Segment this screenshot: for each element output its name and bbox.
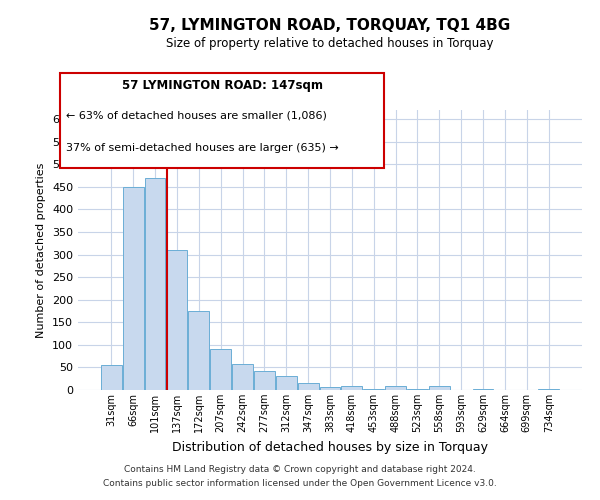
Bar	[123, 187, 143, 390]
Y-axis label: Number of detached properties: Number of detached properties	[37, 162, 46, 338]
Bar	[341, 386, 362, 390]
Text: 57 LYMINGTON ROAD: 147sqm: 57 LYMINGTON ROAD: 147sqm	[121, 78, 323, 92]
Bar	[145, 178, 166, 390]
Bar	[320, 387, 340, 390]
Text: 57, LYMINGTON ROAD, TORQUAY, TQ1 4BG: 57, LYMINGTON ROAD, TORQUAY, TQ1 4BG	[149, 18, 511, 32]
Bar	[188, 311, 209, 390]
Bar	[167, 250, 187, 390]
Bar	[276, 376, 296, 390]
Text: ← 63% of detached houses are smaller (1,086): ← 63% of detached houses are smaller (1,…	[66, 110, 327, 120]
Bar	[210, 350, 231, 390]
Bar	[101, 365, 122, 390]
Bar	[298, 383, 319, 390]
Bar	[385, 386, 406, 390]
Bar	[429, 386, 450, 390]
Text: Size of property relative to detached houses in Torquay: Size of property relative to detached ho…	[166, 38, 494, 51]
Text: 37% of semi-detached houses are larger (635) →: 37% of semi-detached houses are larger (…	[66, 144, 339, 154]
Bar	[473, 388, 493, 390]
Bar	[407, 389, 428, 390]
Text: Contains HM Land Registry data © Crown copyright and database right 2024.
Contai: Contains HM Land Registry data © Crown c…	[103, 466, 497, 487]
Bar	[232, 364, 253, 390]
X-axis label: Distribution of detached houses by size in Torquay: Distribution of detached houses by size …	[172, 440, 488, 454]
Bar	[364, 389, 384, 390]
Bar	[254, 371, 275, 390]
Bar	[538, 389, 559, 390]
